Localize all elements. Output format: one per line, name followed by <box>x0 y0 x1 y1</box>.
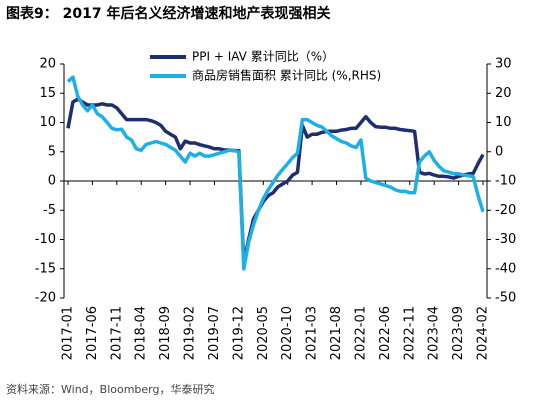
x-tick-label: 2020-10 <box>280 306 295 360</box>
x-tick-label: 2023-09 <box>451 306 466 360</box>
chart-title: 图表9： 2017 年后名义经济增速和地产表现强相关 <box>6 5 330 22</box>
x-tick-label: 2017-06 <box>85 306 100 360</box>
y2-tick-label: 10 <box>495 115 512 130</box>
y-tick-label: -5 <box>43 203 56 218</box>
y-tick-label: 10 <box>39 115 56 130</box>
y-tick-label: -10 <box>35 232 56 247</box>
x-tick-label: 2017-01 <box>61 306 76 360</box>
x-tick-label: 2019-02 <box>183 306 198 360</box>
y-tick-label: 20 <box>39 57 56 72</box>
x-tick-label: 2023-04 <box>427 306 442 360</box>
legend-label: 商品房销售面积 累计同比 (%,RHS) <box>192 68 381 83</box>
y-tick-label: 15 <box>39 86 56 101</box>
x-tick-label: 2022-11 <box>402 306 417 360</box>
y2-tick-label: -50 <box>495 291 516 306</box>
x-tick-label: 2021-08 <box>329 306 344 360</box>
x-tick-label: 2019-07 <box>207 306 222 360</box>
source-note: 资料来源：Wind，Bloomberg，华泰研究 <box>6 382 214 396</box>
series-line <box>66 97 485 265</box>
series-line <box>66 75 485 271</box>
x-tick-label: 2024-02 <box>476 306 491 360</box>
x-tick-label: 2018-04 <box>134 306 149 360</box>
x-tick-label: 2022-06 <box>378 306 393 360</box>
y2-tick-label: -20 <box>495 203 516 218</box>
y2-tick-label: 20 <box>495 86 512 101</box>
y-tick-label: -15 <box>35 261 56 276</box>
x-tick-label: 2021-03 <box>305 306 320 360</box>
y2-tick-label: -30 <box>495 232 516 247</box>
x-tick-label: 2017-11 <box>109 306 124 360</box>
y2-tick-label: 0 <box>495 144 503 159</box>
y-tick-label: 0 <box>48 174 56 189</box>
x-tick-label: 2020-05 <box>256 306 271 360</box>
y2-tick-label: -40 <box>495 261 516 276</box>
x-tick-label: 2018-09 <box>158 306 173 360</box>
legend-label: PPI + IAV 累计同比（%） <box>192 50 334 64</box>
y-tick-label: -20 <box>35 291 56 306</box>
y2-tick-label: -10 <box>495 174 516 189</box>
y-tick-label: 5 <box>48 144 56 159</box>
y2-tick-label: 30 <box>495 57 512 72</box>
x-tick-label: 2019-12 <box>231 306 246 360</box>
x-tick-label: 2022-01 <box>353 306 368 360</box>
